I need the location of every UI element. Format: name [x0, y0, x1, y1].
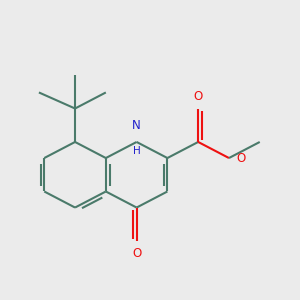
Text: O: O	[194, 90, 203, 103]
Text: O: O	[132, 247, 141, 260]
Text: O: O	[236, 152, 246, 164]
Text: N: N	[132, 119, 141, 132]
Text: H: H	[133, 146, 140, 156]
